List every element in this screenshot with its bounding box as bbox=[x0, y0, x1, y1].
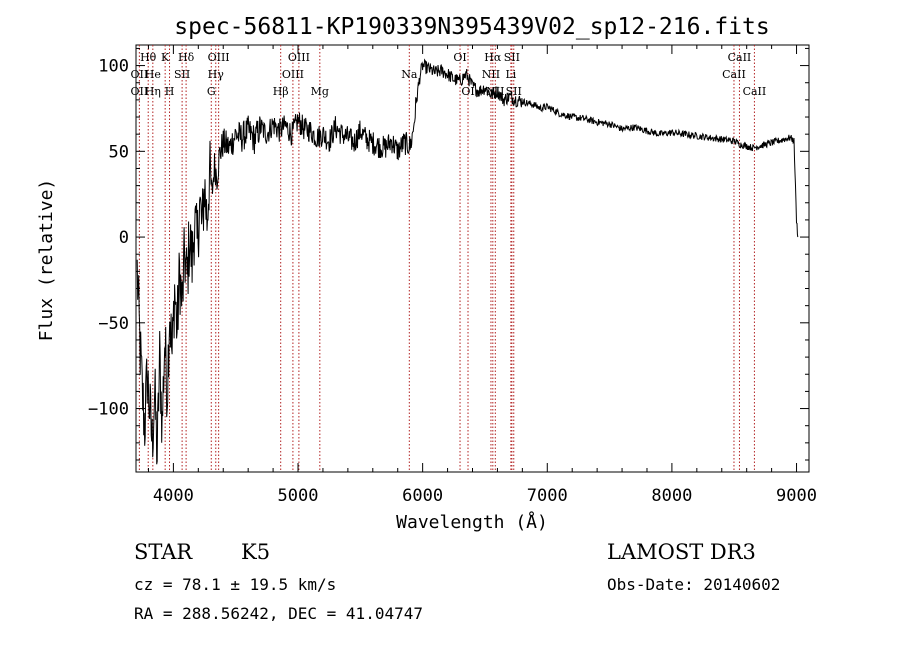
x-tick-label: 6000 bbox=[402, 486, 443, 506]
y-axis-ticks: −100 −50 0 50 100 bbox=[88, 47, 809, 461]
spectral-line-label: SII bbox=[504, 51, 520, 64]
x-tick-label: 9000 bbox=[776, 486, 817, 506]
plot-frame bbox=[135, 44, 810, 473]
spectrum-series bbox=[136, 58, 799, 465]
spectral-line-label: SII bbox=[174, 68, 190, 81]
spectral-line-label: OIII bbox=[208, 51, 230, 64]
spectral-line-markers bbox=[138, 45, 755, 472]
spectral-line-label: Hγ bbox=[208, 68, 225, 81]
x-axis-ticks: 4000 5000 6000 7000 8000 9000 bbox=[147, 45, 817, 506]
spectral-line-label: Hδ bbox=[178, 51, 195, 64]
spectral-line-label: OIII bbox=[282, 68, 304, 81]
y-tick-label: 100 bbox=[98, 57, 129, 77]
spectral-line-label: Hη bbox=[145, 85, 161, 98]
spectrum-line bbox=[136, 58, 799, 465]
observation-date: Obs-Date: 20140602 bbox=[607, 575, 781, 594]
x-axis-label: Wavelength (Å) bbox=[396, 511, 548, 533]
object-subclass: K5 bbox=[241, 540, 271, 564]
x-tick-label: 5000 bbox=[278, 486, 319, 506]
spectral-line-label: He bbox=[145, 68, 161, 81]
spectral-line-label: OII bbox=[131, 85, 149, 98]
spectral-line-label: OIII bbox=[288, 51, 310, 64]
x-tick-label: 4000 bbox=[153, 486, 194, 506]
object-class: STAR bbox=[134, 540, 193, 564]
spectral-line-label: CaII bbox=[728, 51, 752, 64]
spectral-line-label: K bbox=[161, 51, 170, 64]
spectral-line-label: OII bbox=[131, 68, 149, 81]
plot-border bbox=[135, 44, 810, 473]
y-tick-label: −100 bbox=[88, 400, 129, 420]
x-tick-label: 7000 bbox=[527, 486, 568, 506]
spectral-line-label: G bbox=[207, 85, 216, 98]
spectral-line-label: Hβ bbox=[273, 85, 289, 98]
y-tick-label: −50 bbox=[98, 314, 129, 334]
y-tick-label: 0 bbox=[119, 228, 129, 248]
redshift-velocity: cz = 78.1 ± 19.5 km/s bbox=[134, 575, 337, 594]
spectral-line-label: NII bbox=[482, 68, 500, 81]
spectral-line-label: OI bbox=[453, 51, 466, 64]
x-tick-label: 8000 bbox=[651, 486, 692, 506]
spectral-line-label: CaII bbox=[722, 68, 746, 81]
y-tick-label: 50 bbox=[109, 142, 129, 162]
y-axis-label: Flux (relative) bbox=[36, 179, 57, 342]
spectral-line-label: SII bbox=[506, 85, 522, 98]
spectral-line-label: Hθ bbox=[140, 51, 157, 64]
survey-name: LAMOST DR3 bbox=[607, 540, 756, 564]
spectral-line-label: Li bbox=[505, 68, 516, 81]
spectral-line-label: Na bbox=[401, 68, 418, 81]
spectral-line-label: H bbox=[165, 85, 175, 98]
spectral-line-label: OI bbox=[461, 85, 474, 98]
spectral-line-label: Mg bbox=[311, 85, 329, 98]
spectral-line-label: Hα bbox=[484, 51, 502, 64]
chart-title: spec-56811-KP190339N395439V02_sp12-216.f… bbox=[174, 14, 769, 40]
spectral-line-label: CaII bbox=[743, 85, 767, 98]
ra-dec-coordinates: RA = 288.56242, DEC = 41.04747 bbox=[134, 604, 423, 623]
